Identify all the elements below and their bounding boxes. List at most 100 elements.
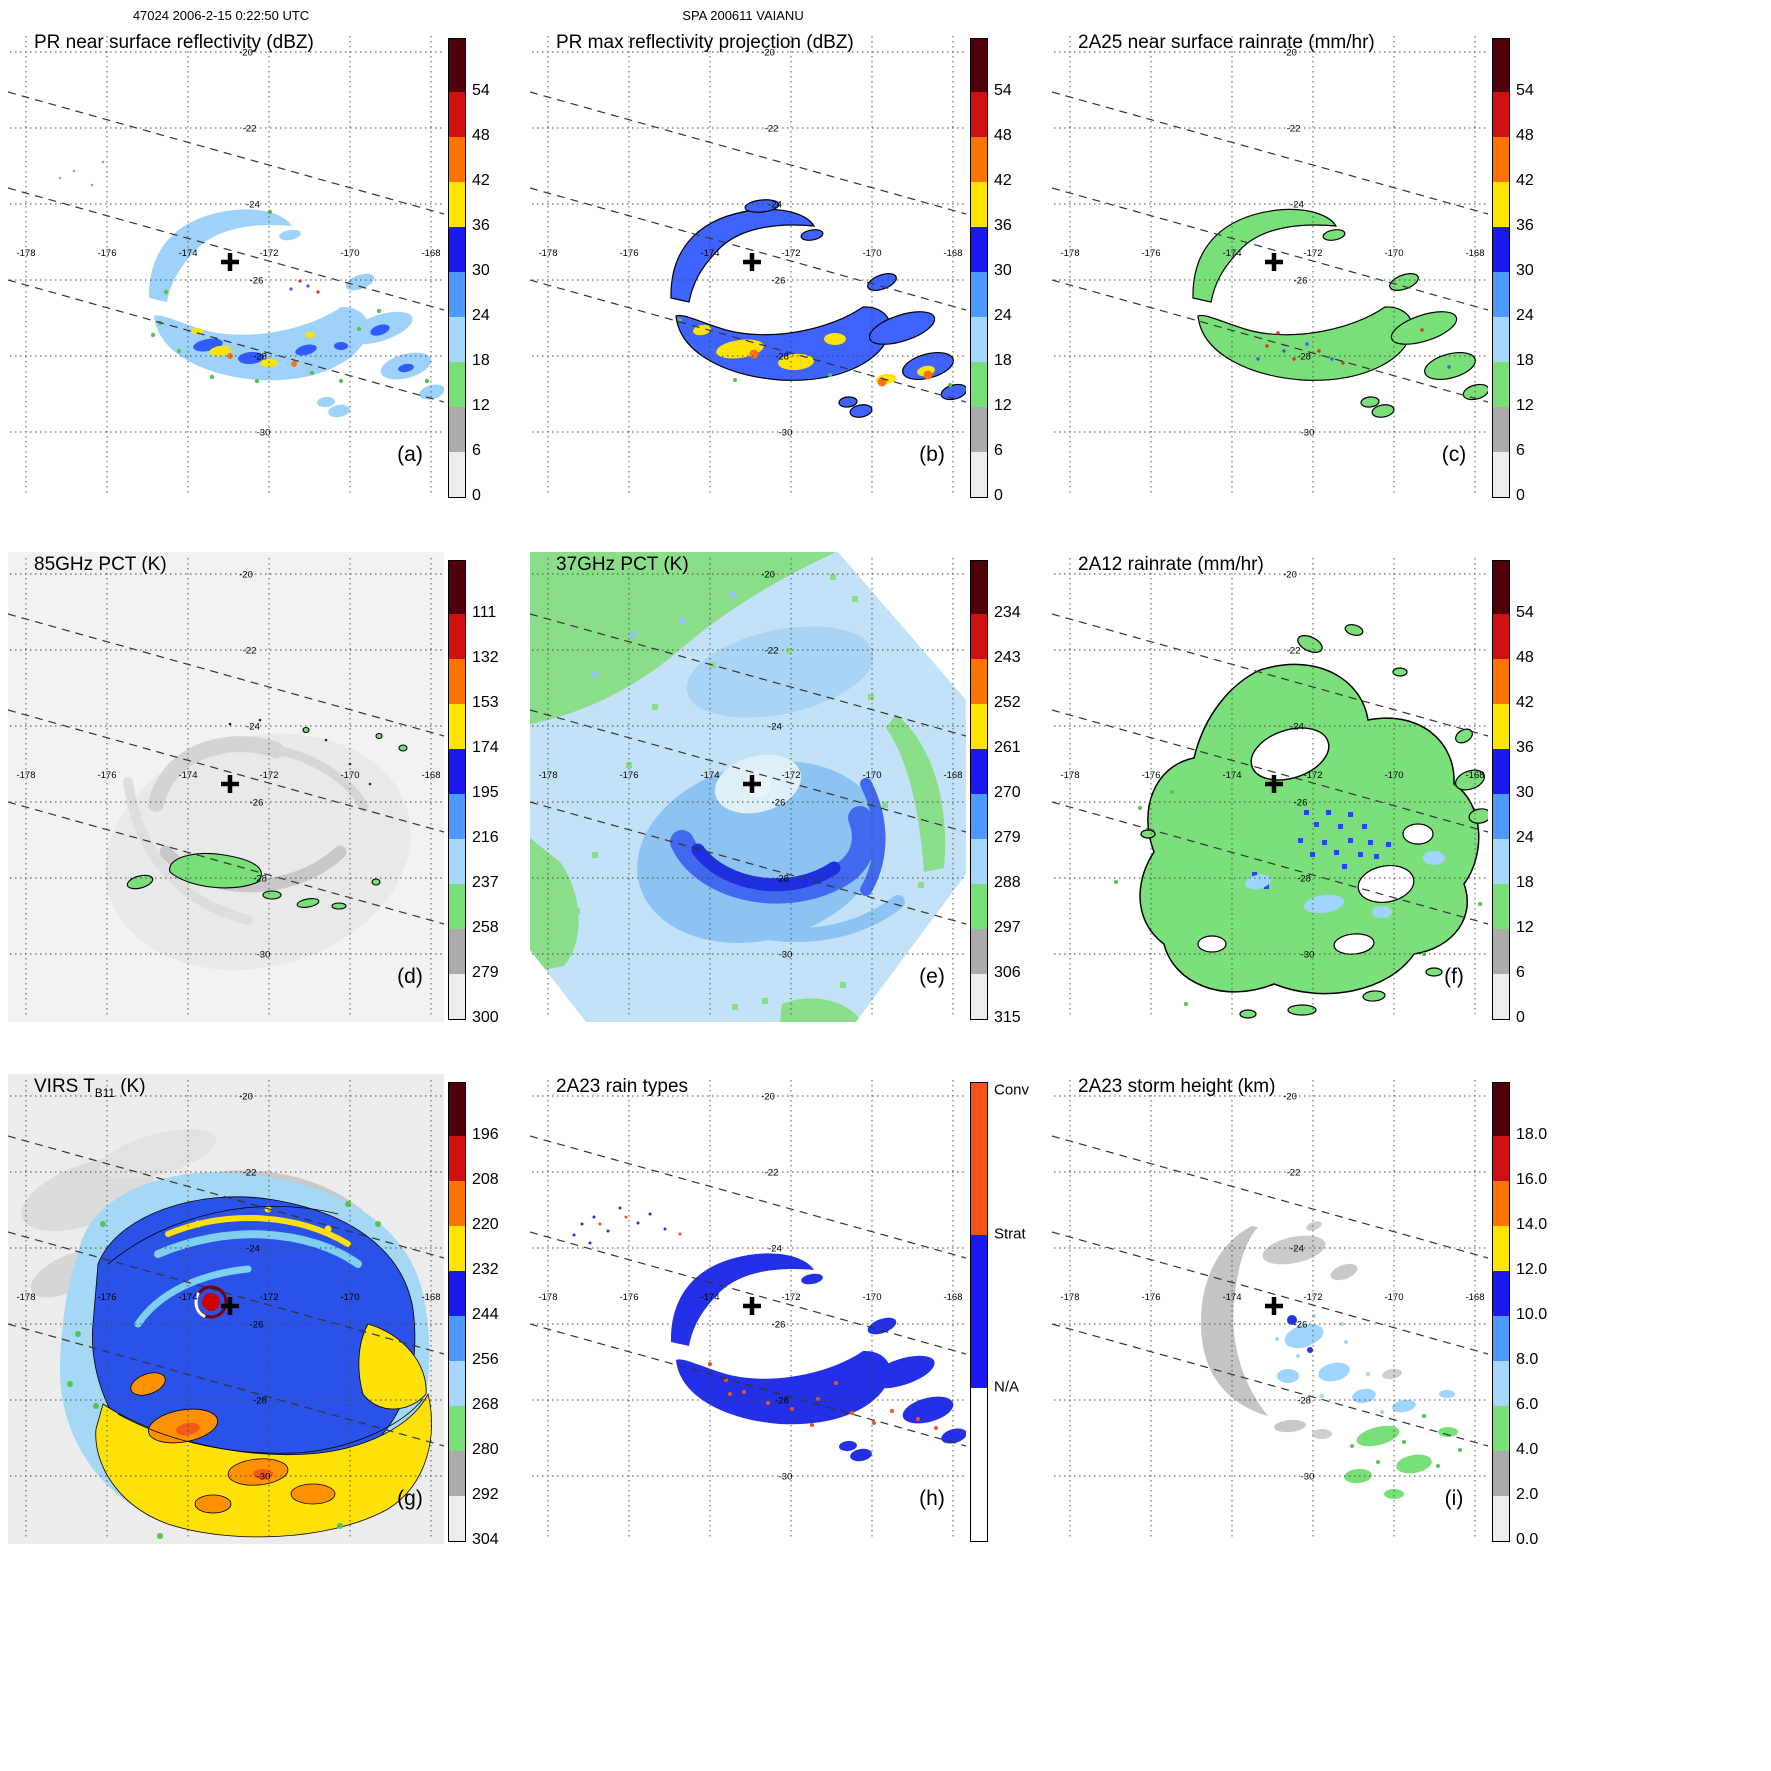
colorbar-ticks-a: 54 48 42 36 30 24 18 12 6 0 bbox=[472, 38, 530, 504]
storm-center-cross bbox=[743, 253, 761, 271]
lon-label: -178 bbox=[538, 1292, 557, 1303]
lon-label: -168 bbox=[421, 248, 440, 259]
lat-label: -30 bbox=[779, 1472, 793, 1483]
lon-label: -176 bbox=[1141, 1292, 1160, 1303]
colorbar-segment bbox=[449, 1451, 465, 1496]
colorbar-segment bbox=[449, 1361, 465, 1406]
data-layer-e bbox=[530, 552, 966, 1022]
lon-label: -170 bbox=[862, 1292, 881, 1303]
storm-center-cross bbox=[1265, 253, 1283, 271]
colorbar-tick-label: 48 bbox=[994, 127, 1012, 144]
colorbar-segment bbox=[971, 884, 987, 929]
lon-label: -176 bbox=[97, 248, 116, 259]
lon-label: -170 bbox=[1384, 1292, 1403, 1303]
lon-label: -168 bbox=[421, 1292, 440, 1303]
colorbar-tick-label: 195 bbox=[472, 784, 499, 801]
colorbar-segment bbox=[449, 1083, 465, 1136]
lon-label: -172 bbox=[1303, 770, 1322, 781]
lon-label: -172 bbox=[259, 770, 278, 781]
colorbar-tick-label: 243 bbox=[994, 649, 1021, 666]
lon-label: -168 bbox=[943, 248, 962, 259]
colorbar-tick-label: 111 bbox=[472, 604, 497, 621]
colorbar-tick-label: 220 bbox=[472, 1216, 499, 1233]
lat-label: -24 bbox=[768, 200, 782, 211]
colorbar-segment bbox=[1493, 659, 1509, 704]
colorbar-segment bbox=[449, 137, 465, 182]
colorbar-segment bbox=[971, 839, 987, 884]
colorbar-segment bbox=[1493, 92, 1509, 137]
colorbar-tick-label: 268 bbox=[472, 1396, 499, 1413]
geo-labels: -178 -176 -174 -172 -170 -168 -20 -22 -24 -26 -28 -… bbox=[16, 570, 440, 961]
lat-label: -22 bbox=[765, 646, 779, 657]
panel-a: PR near surface reflectivity (dBZ) -178 -1… bbox=[6, 24, 530, 540]
lon-label: -174 bbox=[700, 770, 719, 781]
panel-g: VIRS TB11 (K) -178 -176 -174 -172 -170 -168 -20… bbox=[6, 1068, 530, 1584]
data-layer-c bbox=[1192, 208, 1488, 418]
colorbar-tick-label: 0 bbox=[1516, 487, 1525, 504]
colorbar-segment bbox=[449, 974, 465, 1019]
panel-letter: (e) bbox=[919, 965, 945, 988]
lat-label: -28 bbox=[253, 352, 267, 363]
colorbar-segment bbox=[449, 362, 465, 407]
colorbar-tick-label: 8.0 bbox=[1516, 1351, 1539, 1368]
colorbar-segment bbox=[1493, 317, 1509, 362]
colorbar-tick-label: 36 bbox=[994, 217, 1012, 234]
colorbar-tick-label: 24 bbox=[1516, 829, 1534, 846]
colorbar-segment bbox=[1493, 452, 1509, 497]
swath-edge-lines bbox=[1052, 1135, 1488, 1447]
colorbar-segment bbox=[449, 929, 465, 974]
colorbar-segment bbox=[1493, 704, 1509, 749]
lat-label: -30 bbox=[1301, 950, 1315, 961]
colorbar-tick-label: 48 bbox=[472, 127, 490, 144]
lat-label: -22 bbox=[1287, 124, 1301, 135]
swath-edge-lines bbox=[1052, 91, 1488, 403]
colorbar-tick-label: 216 bbox=[472, 829, 499, 846]
panel-letter: (c) bbox=[1442, 443, 1467, 466]
rain-type-label: Conv bbox=[994, 1081, 1030, 1099]
rain-type-label: Strat bbox=[994, 1225, 1026, 1243]
colorbar-segment bbox=[971, 659, 987, 704]
colorbar-tick-label: 42 bbox=[1516, 172, 1534, 189]
graticule bbox=[10, 1080, 442, 1540]
colorbar-segment bbox=[1493, 1496, 1509, 1541]
colorbar-segment bbox=[1493, 227, 1509, 272]
colorbar-segment bbox=[1493, 974, 1509, 1019]
colorbar-f bbox=[1492, 560, 1510, 1020]
lon-label: -174 bbox=[1222, 1292, 1241, 1303]
lat-label: -30 bbox=[257, 950, 271, 961]
lon-label: -168 bbox=[943, 770, 962, 781]
colorbar-tick-label: 18 bbox=[472, 352, 490, 369]
colorbar-ticks-h: Conv Strat N/A bbox=[994, 1082, 1052, 1542]
colorbar-segment bbox=[971, 561, 987, 614]
lat-label: -20 bbox=[239, 1092, 253, 1103]
lon-label: -176 bbox=[619, 248, 638, 259]
geo-labels: -178 -176 -174 -172 -170 -168 -20 -22 -24 -26 -28 -… bbox=[538, 48, 962, 439]
lat-label: -30 bbox=[1301, 428, 1315, 439]
colorbar-segment bbox=[971, 974, 987, 1019]
colorbar-tick-label: 42 bbox=[994, 172, 1012, 189]
colorbar-segment bbox=[1493, 839, 1509, 884]
lat-label: -26 bbox=[250, 276, 264, 287]
colorbar-segment bbox=[1493, 1136, 1509, 1181]
colorbar-tick-label: 234 bbox=[994, 604, 1021, 621]
lat-label: -24 bbox=[246, 200, 260, 211]
colorbar-segment bbox=[971, 272, 987, 317]
colorbar-segment bbox=[449, 452, 465, 497]
lat-label: -28 bbox=[253, 874, 267, 885]
lat-label: -20 bbox=[761, 48, 775, 59]
lon-label: -170 bbox=[862, 770, 881, 781]
map-a: -178 -176 -174 -172 -170 -168 -20 -22 -24 -26 -28 -… bbox=[8, 36, 444, 496]
panel-i: 2A23 storm height (km) -178 -176 -174 -172 -1… bbox=[1050, 1068, 1574, 1584]
lon-label: -172 bbox=[259, 1292, 278, 1303]
colorbar-segment bbox=[971, 182, 987, 227]
colorbar-segment bbox=[449, 614, 465, 659]
lon-label: -178 bbox=[1060, 1292, 1079, 1303]
lon-label: -174 bbox=[178, 1292, 197, 1303]
lon-label: -170 bbox=[340, 248, 359, 259]
colorbar-segment bbox=[449, 1226, 465, 1271]
colorbar-tick-label: 36 bbox=[472, 217, 490, 234]
lat-label: -28 bbox=[775, 1396, 789, 1407]
lat-label: -22 bbox=[243, 124, 257, 135]
panel-letter: (i) bbox=[1445, 1487, 1464, 1510]
colorbar-segment bbox=[1493, 1181, 1509, 1226]
